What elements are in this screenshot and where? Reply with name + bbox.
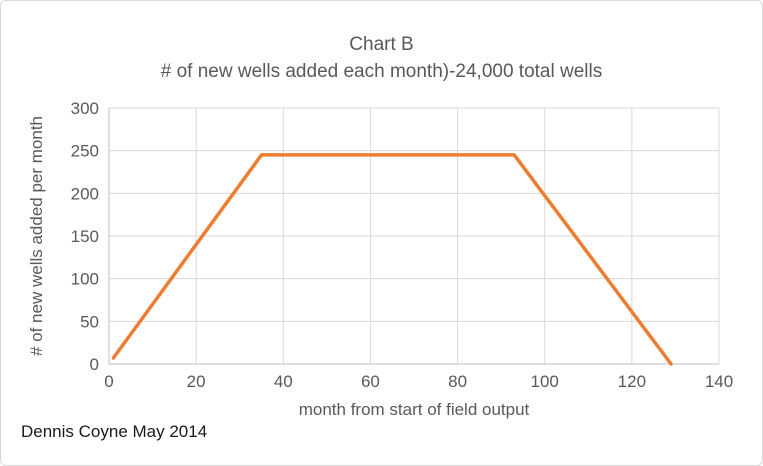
- y-tick-label: 150: [71, 227, 99, 246]
- y-axis-title: # of new wells added per month: [27, 115, 46, 357]
- chart-title: Chart B: [349, 34, 414, 55]
- chart-subtitle: # of new wells added each month)-24,000 …: [160, 61, 603, 82]
- x-tick-label: 140: [705, 372, 733, 391]
- x-tick-label: 20: [187, 372, 206, 391]
- x-tick-label: 60: [361, 372, 380, 391]
- y-tick-label: 100: [71, 270, 99, 289]
- x-tick-label: 100: [531, 372, 559, 391]
- y-tick-label: 300: [71, 99, 99, 118]
- y-tick-label: 250: [71, 142, 99, 161]
- x-tick-label: 120: [618, 372, 646, 391]
- y-tick-label: 50: [80, 312, 99, 331]
- y-tick-label: 0: [90, 355, 99, 374]
- data-line: [111, 153, 673, 366]
- author-credit: Dennis Coyne May 2014: [21, 422, 208, 441]
- chart-title-block: Chart B # of new wells added each month)…: [1, 31, 762, 85]
- x-tick-label: 40: [274, 372, 293, 391]
- x-tick-label: 0: [104, 372, 113, 391]
- y-tick-label: 200: [71, 184, 99, 203]
- x-axis-title: month from start of field output: [298, 400, 530, 419]
- x-tick-label: 80: [448, 372, 467, 391]
